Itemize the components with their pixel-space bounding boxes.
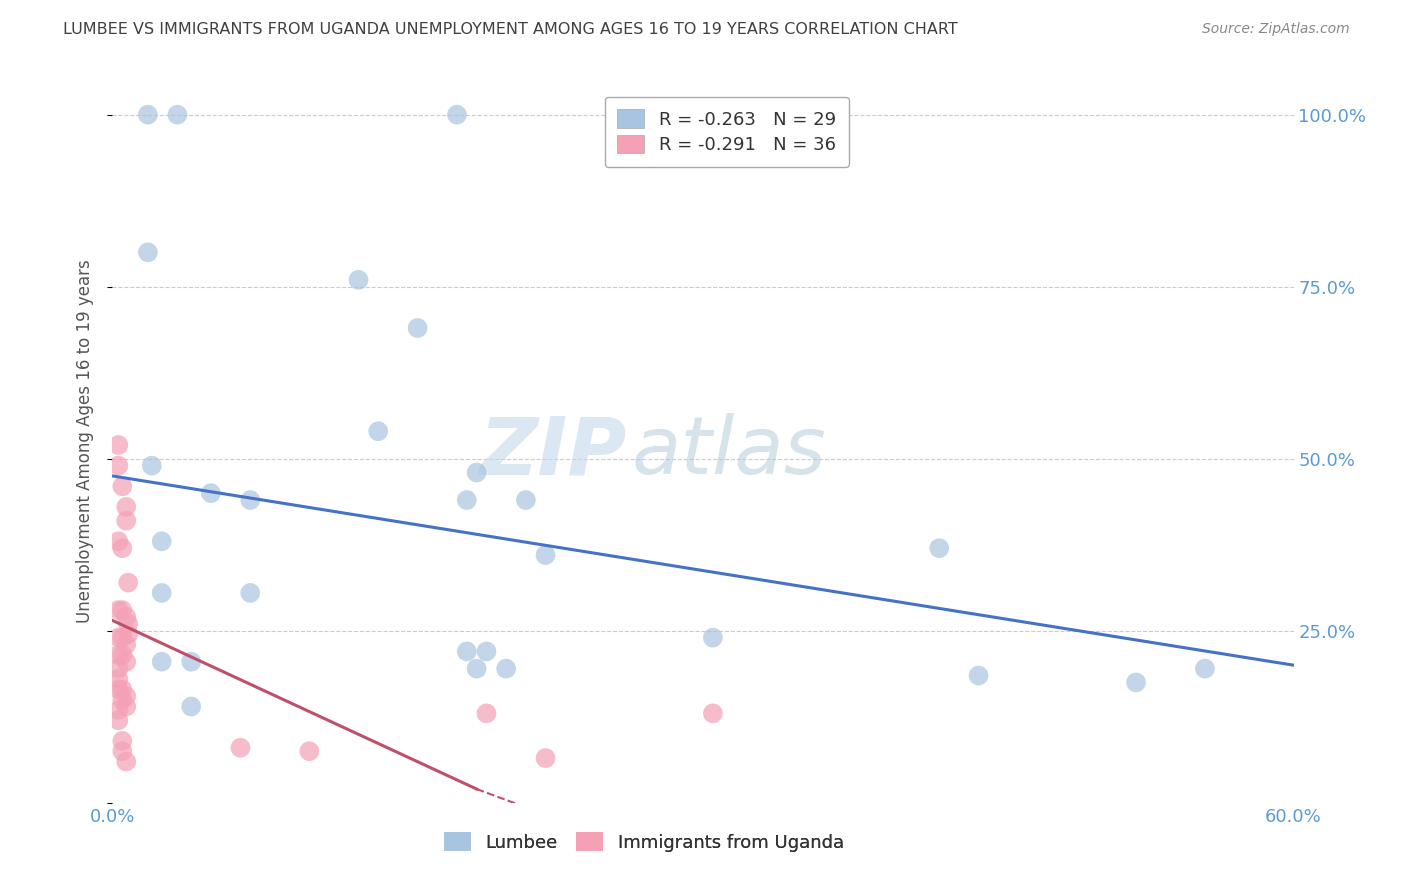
Point <box>107 682 129 697</box>
Point <box>107 713 129 727</box>
Point <box>534 751 557 765</box>
Point <box>367 424 389 438</box>
Point <box>111 682 134 697</box>
Point <box>107 534 129 549</box>
Text: atlas: atlas <box>633 413 827 491</box>
Point <box>967 668 990 682</box>
Point <box>180 655 202 669</box>
Point <box>117 575 139 590</box>
Text: LUMBEE VS IMMIGRANTS FROM UGANDA UNEMPLOYMENT AMONG AGES 16 TO 19 YEARS CORRELAT: LUMBEE VS IMMIGRANTS FROM UGANDA UNEMPLO… <box>63 22 957 37</box>
Point <box>446 108 468 122</box>
Point <box>406 321 429 335</box>
Point <box>111 479 134 493</box>
Point <box>298 744 321 758</box>
Point <box>465 466 488 480</box>
Point <box>111 744 134 758</box>
Point <box>515 493 537 508</box>
Point <box>136 108 159 122</box>
Point <box>107 672 129 686</box>
Point <box>111 603 134 617</box>
Point <box>115 755 138 769</box>
Point <box>150 586 173 600</box>
Point <box>347 273 370 287</box>
Point <box>111 541 134 556</box>
Point <box>107 703 129 717</box>
Y-axis label: Unemployment Among Ages 16 to 19 years: Unemployment Among Ages 16 to 19 years <box>76 260 94 624</box>
Point <box>475 644 498 658</box>
Point <box>111 631 134 645</box>
Point <box>107 458 129 473</box>
Point <box>115 699 138 714</box>
Point <box>107 662 129 676</box>
Point <box>166 108 188 122</box>
Point <box>495 662 517 676</box>
Legend: Lumbee, Immigrants from Uganda: Lumbee, Immigrants from Uganda <box>437 825 851 859</box>
Point <box>107 438 129 452</box>
Point <box>115 655 138 669</box>
Point <box>239 586 262 600</box>
Point <box>475 706 498 721</box>
Point <box>107 648 129 662</box>
Point <box>229 740 252 755</box>
Text: ZIP: ZIP <box>479 413 626 491</box>
Point <box>117 627 139 641</box>
Point <box>702 706 724 721</box>
Text: Source: ZipAtlas.com: Source: ZipAtlas.com <box>1202 22 1350 37</box>
Point <box>239 493 262 508</box>
Point <box>111 648 134 662</box>
Point <box>534 548 557 562</box>
Point <box>111 692 134 706</box>
Point <box>465 662 488 676</box>
Point <box>200 486 222 500</box>
Point <box>928 541 950 556</box>
Point <box>111 734 134 748</box>
Point <box>115 638 138 652</box>
Point <box>456 493 478 508</box>
Point <box>456 644 478 658</box>
Point <box>107 603 129 617</box>
Point <box>1125 675 1147 690</box>
Point <box>107 631 129 645</box>
Point <box>150 655 173 669</box>
Point <box>117 616 139 631</box>
Point <box>150 534 173 549</box>
Point <box>115 514 138 528</box>
Point <box>115 689 138 703</box>
Point <box>180 699 202 714</box>
Point <box>1194 662 1216 676</box>
Point <box>115 610 138 624</box>
Point <box>115 500 138 514</box>
Point <box>141 458 163 473</box>
Point <box>136 245 159 260</box>
Point <box>702 631 724 645</box>
